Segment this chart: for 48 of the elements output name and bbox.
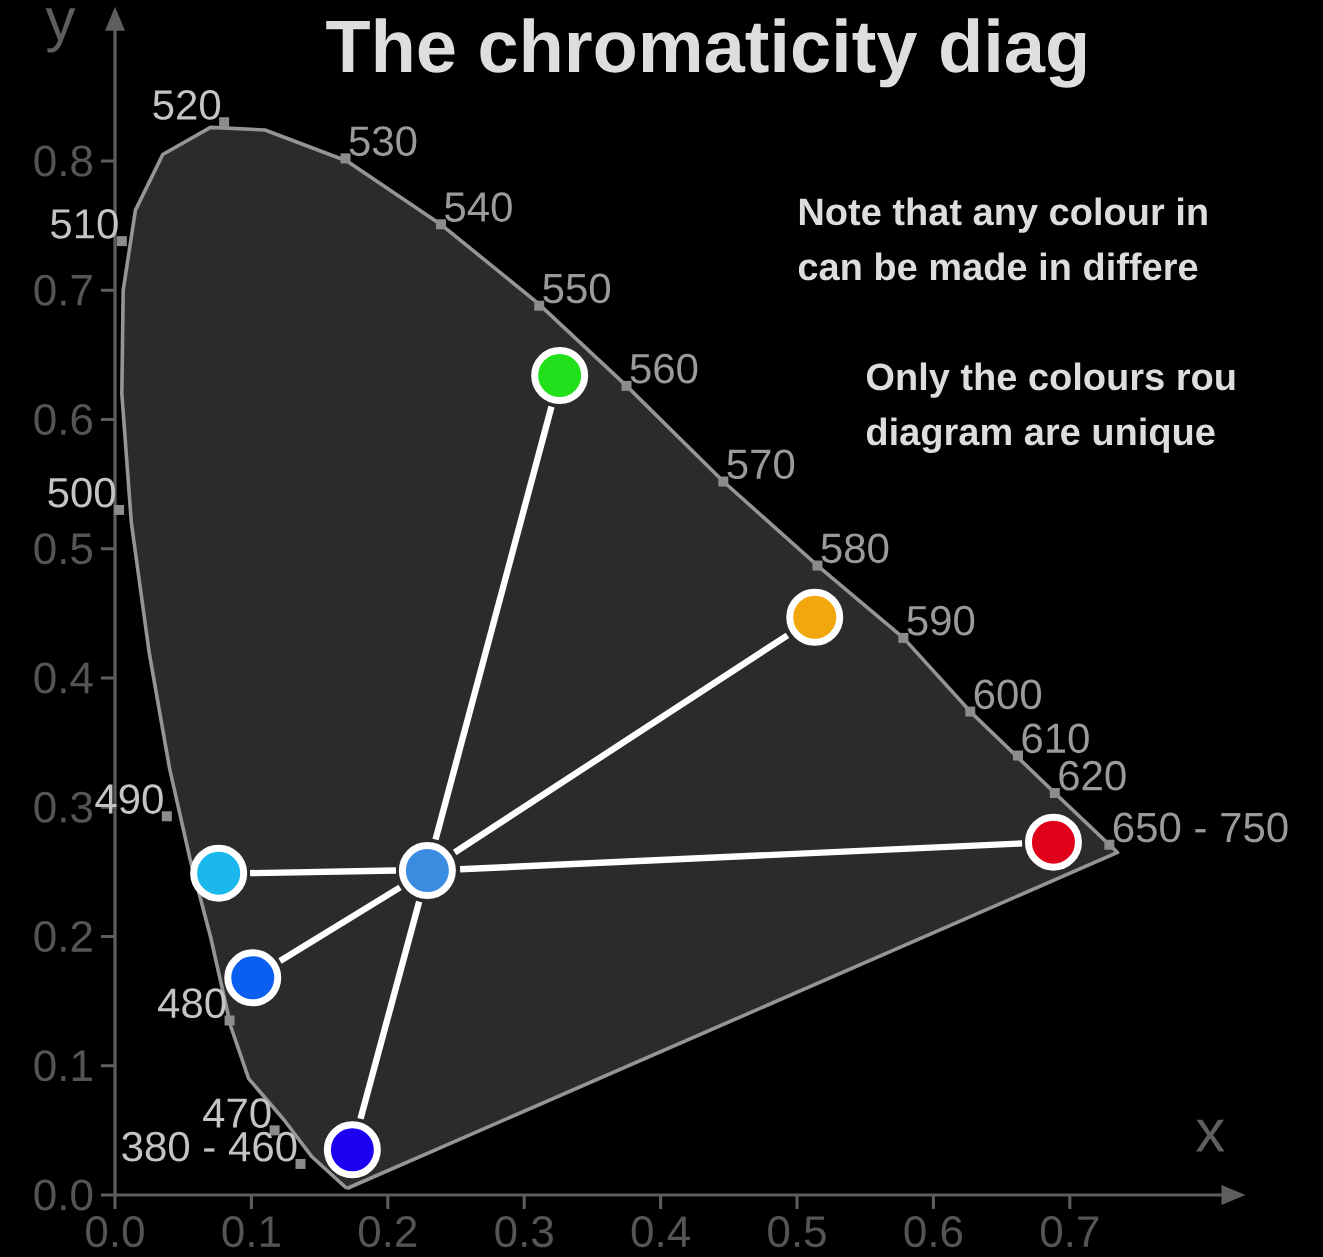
point xyxy=(1024,813,1082,871)
annotation: 550 xyxy=(543,273,611,304)
annotation: 590 xyxy=(907,605,975,636)
y-tick-label: 0.7 xyxy=(34,274,92,306)
annotation: 480 xyxy=(158,988,226,1019)
annotation: 650 - 750 xyxy=(1113,812,1288,843)
x-tick-label: 0.2 xyxy=(358,1216,417,1248)
point xyxy=(786,588,844,646)
y-axis-title: y xyxy=(45,8,76,53)
x-tick-label: 0.5 xyxy=(768,1216,826,1248)
point xyxy=(398,842,456,900)
y-tick-label: 0.8 xyxy=(34,145,93,177)
y-tick-label: 0.1 xyxy=(34,1050,92,1082)
y-tick-label: 0.6 xyxy=(34,403,93,436)
annotation: 500 xyxy=(48,477,116,508)
annotation: 610 xyxy=(1022,723,1089,754)
annotation: 620 xyxy=(1059,760,1126,791)
annotation: 570 xyxy=(727,449,795,480)
y-tick-label: 0.5 xyxy=(34,533,93,565)
annotation: Only the colours rou xyxy=(866,362,1235,398)
annotation: Note that any colour in xyxy=(799,197,1207,233)
annotation: 510 xyxy=(51,208,118,239)
x-tick-label: 0.1 xyxy=(222,1216,280,1248)
point xyxy=(531,347,589,405)
x-tick-label: 0.3 xyxy=(495,1216,553,1248)
point xyxy=(224,949,282,1007)
x-axis-title: x xyxy=(1195,1119,1225,1152)
annotation: can be made in differe xyxy=(798,252,1198,281)
annotation: 470 xyxy=(203,1098,271,1128)
annotation: 380 - 460 xyxy=(122,1131,297,1162)
annotation: 530 xyxy=(349,126,417,156)
y-tick-label: 0.4 xyxy=(34,662,93,694)
x-tick-label: 0.7 xyxy=(1040,1216,1099,1248)
annotation: diagram are unique xyxy=(866,417,1215,454)
y-tick-label: 0.3 xyxy=(34,791,93,823)
annotation: 600 xyxy=(974,679,1042,710)
y-tick-label: 0.0 xyxy=(34,1179,93,1211)
annotation: 560 xyxy=(630,353,698,384)
annotation: 520 xyxy=(153,90,221,120)
x-tick-label: 0.6 xyxy=(904,1216,963,1248)
annotation: 580 xyxy=(821,533,889,564)
x-tick-label: 0.4 xyxy=(631,1216,690,1248)
y-tick-label: 0.2 xyxy=(34,920,92,953)
chart-title: The chromaticity diag xyxy=(326,18,1086,88)
point xyxy=(190,844,248,902)
x-tick-label: 0.0 xyxy=(86,1216,144,1248)
annotation: 540 xyxy=(445,192,512,222)
annotation: 490 xyxy=(95,784,163,814)
